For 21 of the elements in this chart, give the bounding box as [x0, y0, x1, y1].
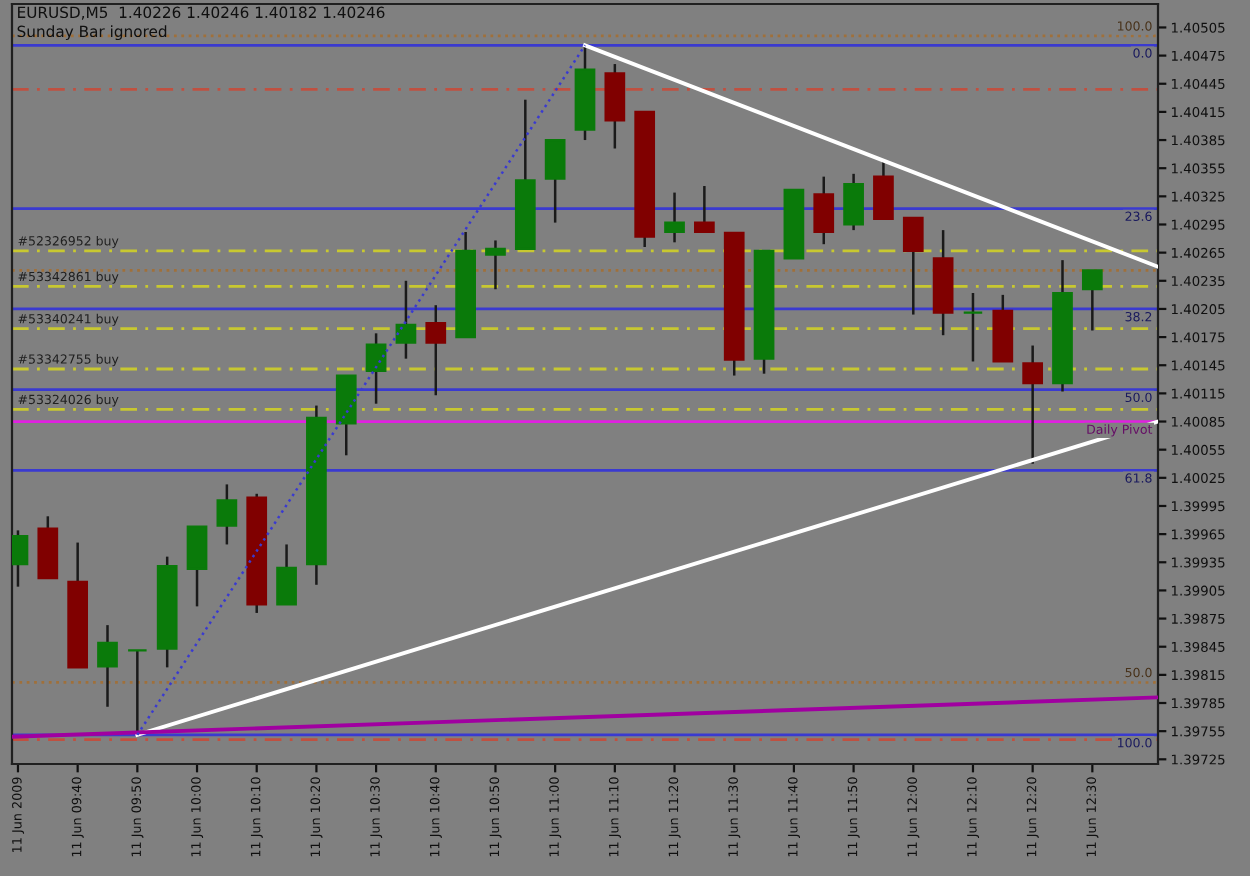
- candlestick: [365, 332, 387, 405]
- candlestick: [664, 191, 685, 244]
- candlestick: [485, 239, 506, 291]
- candlestick: [276, 543, 297, 606]
- candlestick: [425, 303, 447, 397]
- candlestick: [604, 62, 626, 150]
- candlestick: [186, 525, 208, 608]
- candlestick: [97, 623, 118, 709]
- candlestick: [962, 291, 984, 363]
- candlestick: [694, 184, 715, 234]
- candlestick: [813, 175, 835, 246]
- candlestick: [395, 279, 417, 360]
- candlestick: [1022, 344, 1044, 465]
- candlestick: [843, 172, 864, 232]
- candlestick: [126, 649, 148, 737]
- candlestick: [216, 483, 238, 546]
- candlestick: [335, 374, 357, 457]
- candlestick: [873, 160, 894, 221]
- candlestick: [1081, 269, 1103, 332]
- candlestick: [902, 216, 924, 316]
- candlestick: [544, 138, 566, 224]
